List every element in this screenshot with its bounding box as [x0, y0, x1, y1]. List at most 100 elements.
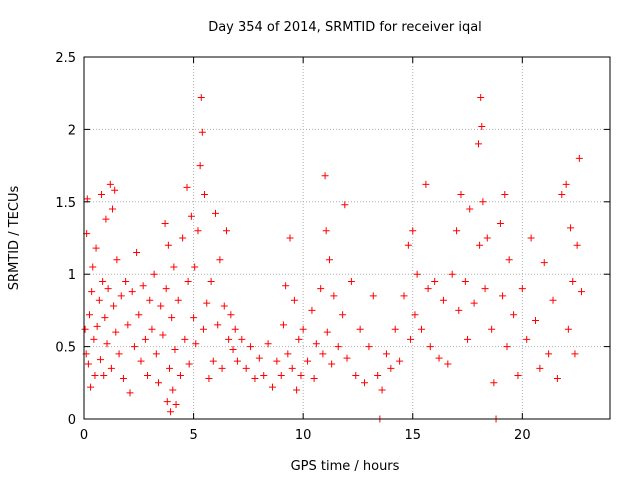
data-point [478, 123, 486, 131]
data-point [466, 205, 474, 213]
data-point [251, 374, 259, 382]
x-axis-label: GPS time / hours [291, 459, 400, 474]
data-point [562, 180, 570, 188]
data-point [126, 389, 134, 397]
grid-lines [84, 57, 610, 419]
data-point [400, 292, 408, 300]
data-point [564, 325, 572, 333]
data-point [407, 335, 415, 343]
data-point [448, 270, 456, 278]
data-point [218, 364, 226, 372]
data-point [91, 372, 99, 380]
data-point [499, 292, 507, 300]
data-point [470, 299, 478, 307]
data-point [107, 364, 115, 372]
data-point [387, 364, 395, 372]
data-point [286, 234, 294, 242]
data-point [461, 277, 469, 285]
data-point [171, 345, 179, 353]
data-point [282, 282, 290, 290]
data-point [457, 191, 465, 199]
data-point [409, 227, 417, 235]
data-point [185, 360, 193, 368]
data-point [323, 328, 331, 336]
data-point [157, 302, 165, 310]
data-point [505, 256, 513, 264]
data-point [192, 340, 200, 348]
data-point [198, 128, 206, 136]
plot-frame [83, 56, 611, 420]
data-point [325, 256, 333, 264]
data-point [169, 386, 177, 394]
data-point [162, 285, 170, 293]
data-point [141, 335, 149, 343]
data-point [102, 215, 110, 223]
data-point [212, 209, 219, 217]
data-point [203, 299, 211, 307]
data-point [308, 306, 316, 314]
data-point [93, 322, 101, 330]
data-point [413, 270, 421, 278]
data-point [220, 302, 228, 310]
data-point [165, 364, 173, 372]
data-point [152, 350, 160, 358]
data-point [496, 220, 504, 228]
data-point [260, 372, 268, 380]
data-point [87, 383, 95, 391]
data-point [135, 311, 143, 319]
data-point [321, 172, 329, 180]
data-point [334, 343, 342, 351]
data-point [89, 263, 97, 271]
data-point [194, 227, 202, 235]
data-point [197, 94, 205, 102]
data-point [190, 314, 198, 322]
data-point [339, 311, 347, 319]
data-point [130, 343, 138, 351]
data-point [365, 343, 373, 351]
data-point [312, 340, 320, 348]
data-point [172, 401, 180, 409]
y-tick-label: 2 [68, 123, 76, 138]
data-point [293, 386, 301, 394]
data-point [374, 372, 382, 380]
data-point [164, 241, 172, 249]
data-point [233, 357, 241, 365]
data-point [191, 263, 199, 271]
data-point [277, 372, 285, 380]
data-point [113, 256, 121, 264]
data-point [95, 296, 103, 304]
data-point [133, 248, 141, 256]
data-point [112, 328, 120, 336]
data-point [117, 292, 125, 300]
data-point [139, 282, 147, 290]
data-point [319, 350, 327, 358]
data-point [199, 325, 207, 333]
data-point [481, 285, 489, 293]
data-point [187, 212, 195, 220]
data-point [322, 227, 330, 235]
data-point [418, 325, 426, 333]
data-point [510, 311, 518, 319]
y-tick-label: 0.5 [55, 341, 76, 356]
data-point [483, 234, 491, 242]
data-point [573, 241, 581, 249]
data-point [238, 335, 246, 343]
data-point [545, 350, 553, 358]
y-tick-label: 2.5 [55, 51, 76, 66]
data-point [475, 140, 482, 148]
data-point [176, 372, 184, 380]
data-point [85, 311, 93, 319]
data-point [106, 180, 114, 188]
data-point [284, 350, 292, 358]
data-point [488, 325, 496, 333]
data-point [578, 288, 586, 296]
data-point [328, 360, 336, 368]
data-point [201, 191, 209, 199]
x-tick-label: 5 [189, 428, 197, 443]
data-point [159, 331, 167, 339]
data-point [297, 372, 305, 380]
data-point [569, 277, 577, 285]
data-point [111, 186, 119, 194]
data-point [501, 191, 509, 199]
data-point [205, 374, 213, 382]
